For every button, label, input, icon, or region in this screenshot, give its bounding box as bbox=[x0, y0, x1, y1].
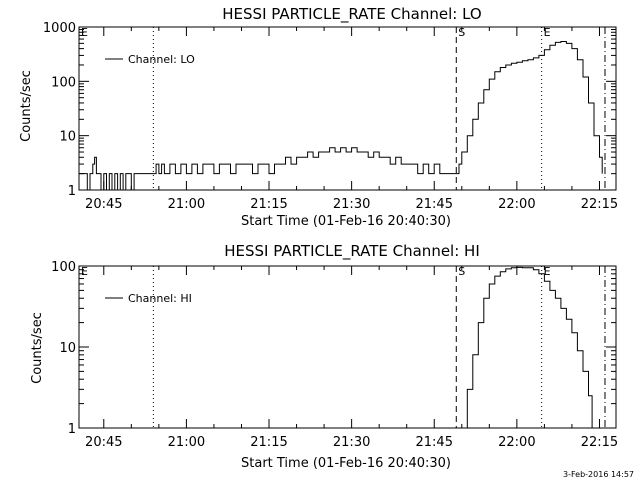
x-tick-label: 22:15 bbox=[581, 435, 618, 450]
plot-frame bbox=[78, 265, 617, 429]
y-tick-label: 10 bbox=[59, 341, 76, 356]
x-tick-label: 22:00 bbox=[498, 197, 535, 212]
x-tick-label: 20:45 bbox=[85, 435, 122, 450]
y-tick-label: 1000 bbox=[43, 21, 76, 36]
y-axis-label-lo: Counts/sec bbox=[19, 70, 34, 142]
y-tick-label: 1 bbox=[68, 422, 76, 437]
lo-channel-panel: HESSI PARTICLE_RATE Channel: LO Counts/s… bbox=[19, 5, 618, 229]
y-tick-label: 100 bbox=[51, 260, 76, 275]
event-marker-label: E bbox=[544, 26, 551, 39]
event-marker-label: E bbox=[544, 265, 551, 278]
x-tick-label: 21:15 bbox=[250, 435, 287, 450]
y-axis-label-hi: Counts/sec bbox=[30, 312, 45, 384]
y-tick-label: 10 bbox=[59, 130, 76, 145]
generation-timestamp: 3-Feb-2016 14:57 bbox=[563, 470, 634, 479]
hi-channel-panel: HESSI PARTICLE_RATE Channel: HI Counts/s… bbox=[30, 242, 618, 471]
x-tick-label: 21:45 bbox=[416, 197, 453, 212]
x-axis-label-lo: Start Time (01-Feb-16 20:40:30) bbox=[241, 214, 451, 229]
x-tick-label: 21:30 bbox=[333, 197, 370, 212]
event-marker-label: S bbox=[458, 26, 465, 39]
x-tick-label: 21:15 bbox=[250, 197, 287, 212]
x-tick-label: 22:15 bbox=[581, 197, 618, 212]
x-tick-label: 20:45 bbox=[85, 197, 122, 212]
chart-title-hi: HESSI PARTICLE_RATE Channel: HI bbox=[224, 242, 480, 261]
legend-label-hi: Channel: HI bbox=[128, 292, 192, 305]
legend-label-lo: Channel: LO bbox=[128, 53, 195, 66]
chart-title-lo: HESSI PARTICLE_RATE Channel: LO bbox=[222, 5, 481, 24]
series-line-0 bbox=[463, 266, 593, 429]
x-axis-label-hi: Start Time (01-Feb-16 20:40:30) bbox=[241, 456, 451, 471]
x-tick-label: 21:45 bbox=[416, 435, 453, 450]
y-tick-label: 100 bbox=[51, 75, 76, 90]
x-tick-label: 21:00 bbox=[168, 197, 205, 212]
event-marker-label: S bbox=[458, 265, 465, 278]
y-tick-label: 1 bbox=[68, 184, 76, 199]
event-marker-label: E bbox=[81, 265, 88, 278]
x-tick-label: 21:30 bbox=[333, 435, 370, 450]
x-tick-label: 22:00 bbox=[498, 435, 535, 450]
plot-frame bbox=[78, 26, 617, 191]
event-marker-label: E bbox=[81, 26, 88, 39]
x-tick-label: 21:00 bbox=[168, 435, 205, 450]
series-line-0 bbox=[79, 41, 603, 191]
